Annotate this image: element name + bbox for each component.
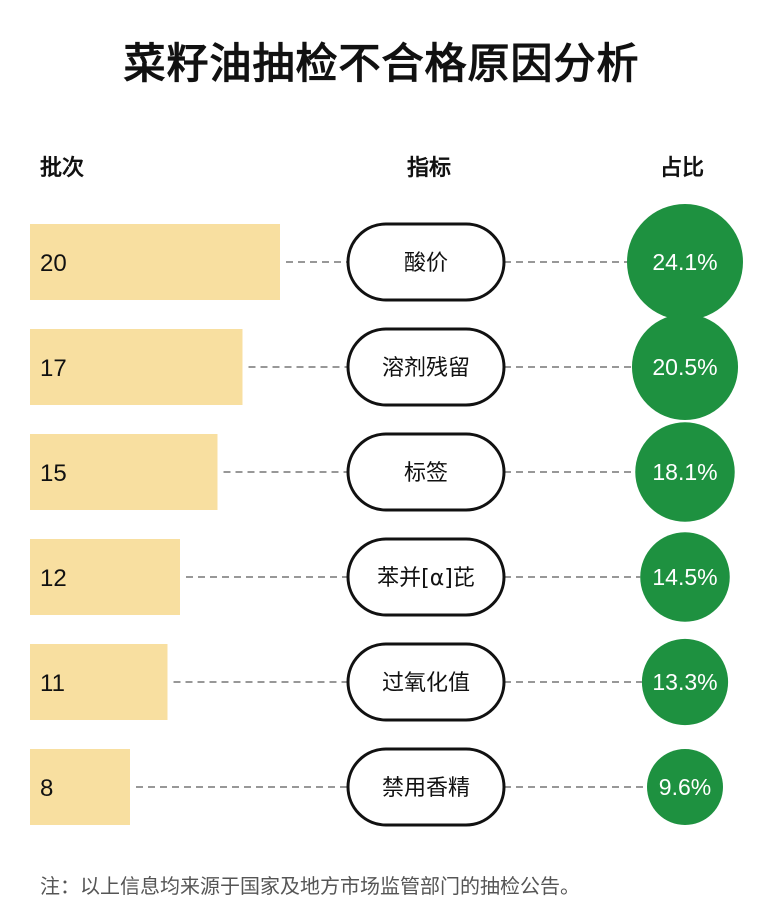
indicator-label: 禁用香精 <box>382 776 470 801</box>
column-header-share: 占比 <box>660 156 705 181</box>
column-header-batches: 批次 <box>40 156 85 181</box>
bar-value-label: 8 <box>40 775 53 802</box>
share-circle <box>627 204 743 320</box>
bar <box>30 434 218 510</box>
indicator-label: 酸价 <box>404 251 448 276</box>
share-circle <box>641 638 729 726</box>
share-circle <box>647 749 723 825</box>
indicator-pill <box>346 642 506 722</box>
bar <box>30 749 130 825</box>
bar-value-label: 17 <box>40 355 67 382</box>
indicator-pill <box>346 537 506 617</box>
share-circle <box>635 422 735 522</box>
indicator-pill <box>346 327 506 407</box>
share-label: 9.6% <box>659 774 711 800</box>
bar <box>30 329 243 405</box>
bar-value-label: 15 <box>40 460 67 487</box>
bar <box>30 224 280 300</box>
indicator-label: 标签 <box>404 461 448 486</box>
share-label: 18.1% <box>652 459 717 485</box>
share-label: 14.5% <box>652 564 717 590</box>
bar-value-label: 11 <box>40 670 65 697</box>
share-label: 20.5% <box>652 354 717 380</box>
indicator-pill <box>346 222 506 302</box>
bar <box>30 644 168 720</box>
indicator-pill <box>346 432 506 512</box>
indicator-label: 溶剂残留 <box>382 356 470 381</box>
bar <box>30 539 180 615</box>
share-circle <box>631 313 739 421</box>
chart-title: 菜籽油抽检不合格原因分析 <box>123 39 640 88</box>
indicator-label: 苯并[α]芘 <box>377 566 475 591</box>
share-label: 13.3% <box>652 669 717 695</box>
indicator-label: 过氧化值 <box>382 671 470 696</box>
share-circle <box>640 532 730 622</box>
indicator-pill <box>346 747 506 827</box>
bar-value-label: 12 <box>40 565 67 592</box>
share-label: 24.1% <box>652 249 717 275</box>
bar-value-label: 20 <box>40 250 67 277</box>
source-note: 注：以上信息均来源于国家及地方市场监管部门的抽检公告。 <box>40 874 580 898</box>
column-header-indicator: 指标 <box>407 156 452 181</box>
